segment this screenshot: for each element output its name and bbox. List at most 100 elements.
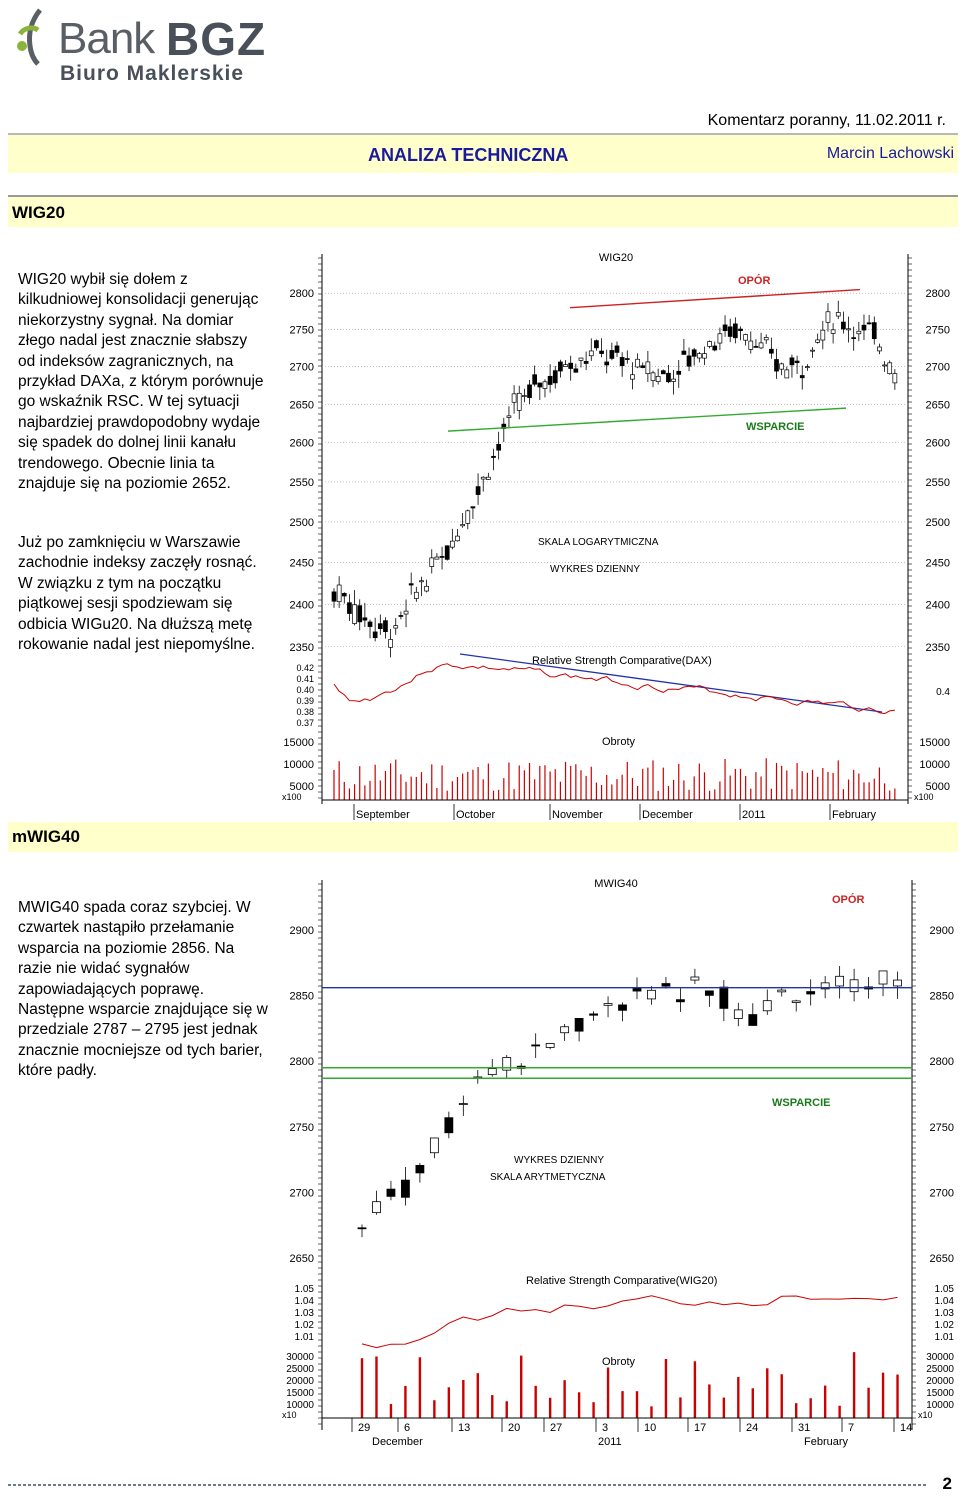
- month-label: December: [642, 809, 693, 821]
- y-tick-label-left: 2650: [290, 1253, 314, 1265]
- candle-body: [545, 1043, 555, 1048]
- wig20-section-label: WIG20: [12, 203, 65, 222]
- day-label: 13: [458, 1422, 470, 1434]
- candle-body: [386, 1188, 396, 1197]
- volume-tick-right: 10000: [919, 759, 950, 771]
- y-tick-label-left: 2850: [290, 991, 314, 1003]
- candle-body: [487, 1068, 497, 1076]
- author-name: Marcin Lachowski: [826, 145, 954, 162]
- y-tick-label-left: 2600: [290, 438, 314, 450]
- volume-multiplier-left: x100: [282, 792, 302, 802]
- candle-body: [331, 591, 337, 602]
- candle-body: [691, 349, 697, 357]
- candle-body: [681, 350, 687, 355]
- y-tick-label-left: 2500: [290, 517, 314, 529]
- volume-tick-left: 10000: [286, 1400, 314, 1411]
- candle-body: [732, 323, 738, 339]
- candle-body: [496, 443, 502, 451]
- candle-body: [362, 617, 368, 621]
- rsc-tick-label: 0.41: [296, 674, 314, 684]
- candle-body: [789, 357, 795, 366]
- day-label: 31: [798, 1422, 810, 1434]
- candle-body: [871, 322, 877, 340]
- month-label: December: [372, 1436, 423, 1448]
- volume-bar: [867, 1387, 870, 1418]
- candle-body: [777, 989, 787, 993]
- y-tick-label-right: 2600: [926, 438, 950, 450]
- candle-body: [408, 583, 414, 586]
- candle-body: [810, 349, 815, 352]
- candle-body: [630, 374, 635, 380]
- volume-bar: [491, 1395, 494, 1418]
- volume-bar: [708, 1384, 711, 1418]
- volume-bar: [823, 1385, 827, 1418]
- candle-body: [882, 364, 887, 367]
- rsc-tick-label: 0.37: [296, 718, 314, 728]
- mwig40-paragraph-1: MWIG40 spada coraz szybciej. W czwartek …: [18, 899, 268, 1080]
- candle-body: [444, 545, 450, 560]
- month-label: February: [832, 809, 877, 821]
- chart-title: WIG20: [599, 252, 633, 264]
- rsc-tick-left: 1.02: [295, 1320, 315, 1331]
- candle-body: [722, 324, 728, 332]
- volume-bar: [635, 1391, 639, 1418]
- volume-bar: [795, 1403, 798, 1418]
- y-tick-label-right: 2450: [926, 558, 950, 570]
- candle-body: [434, 556, 440, 560]
- candle-body: [502, 1057, 512, 1071]
- candle-body: [624, 358, 630, 360]
- chart-title: MWIG40: [594, 878, 637, 890]
- rsc-tick-left: 1.01: [295, 1332, 315, 1343]
- resistance-label: OPÓR: [832, 893, 864, 906]
- resistance-label: OPÓR: [738, 274, 770, 287]
- candle-body: [480, 476, 486, 480]
- page-number: 2: [942, 1474, 952, 1493]
- volume-bar: [751, 1388, 754, 1418]
- rsc-tick-label: 0.40: [296, 685, 314, 695]
- rsc-tick-left: 1.03: [295, 1308, 315, 1319]
- day-label: 3: [602, 1422, 608, 1434]
- comment-date: Komentarz poranny, 11.02.2011 r.: [707, 112, 946, 129]
- candle-body: [763, 337, 769, 341]
- day-label: 20: [508, 1422, 520, 1434]
- candle-body: [465, 510, 471, 524]
- candle-body: [647, 989, 656, 1000]
- candle-body: [849, 979, 859, 993]
- y-tick-label-left: 2900: [290, 925, 314, 937]
- candle-body: [619, 357, 625, 367]
- candle-body: [877, 346, 882, 352]
- volume-multiplier-right: x10: [918, 1410, 933, 1420]
- candle-body: [738, 328, 743, 332]
- rsc-line: [333, 663, 895, 715]
- section-title: ANALIZA TECHNICZNA: [368, 145, 569, 165]
- candle-body: [460, 524, 465, 527]
- candle-body: [851, 337, 857, 339]
- candle-body: [719, 986, 729, 1009]
- candle-body: [748, 1014, 758, 1026]
- month-label: September: [356, 809, 410, 821]
- volume-multiplier-left: x10: [282, 1410, 297, 1420]
- candle-body: [516, 392, 522, 411]
- candle-body: [599, 350, 604, 354]
- candle-body: [522, 395, 527, 397]
- candle-body: [470, 506, 476, 509]
- logo-brand-text: BGZ: [166, 13, 267, 65]
- y-tick-label-right: 2800: [926, 288, 950, 300]
- candle-body: [444, 1117, 454, 1134]
- candle-body: [676, 370, 682, 375]
- volume-tick-right: 15000: [919, 737, 950, 749]
- volume-tick-left: 5000: [290, 781, 314, 793]
- volume-tick-left: 20000: [286, 1376, 314, 1387]
- candle-body: [846, 328, 851, 331]
- volume-bar: [766, 1368, 769, 1418]
- scale-note: SKALA LOGARYTMICZNA: [538, 537, 659, 548]
- candle-body: [347, 602, 352, 614]
- candle-body: [791, 1000, 801, 1003]
- volume-title: Obroty: [602, 1356, 636, 1368]
- candle-body: [532, 374, 538, 385]
- candle-body: [830, 329, 836, 334]
- volume-bar: [592, 1402, 595, 1418]
- candle-body: [820, 982, 830, 990]
- y-tick-label-left: 2700: [290, 1187, 314, 1199]
- candle-body: [841, 321, 846, 330]
